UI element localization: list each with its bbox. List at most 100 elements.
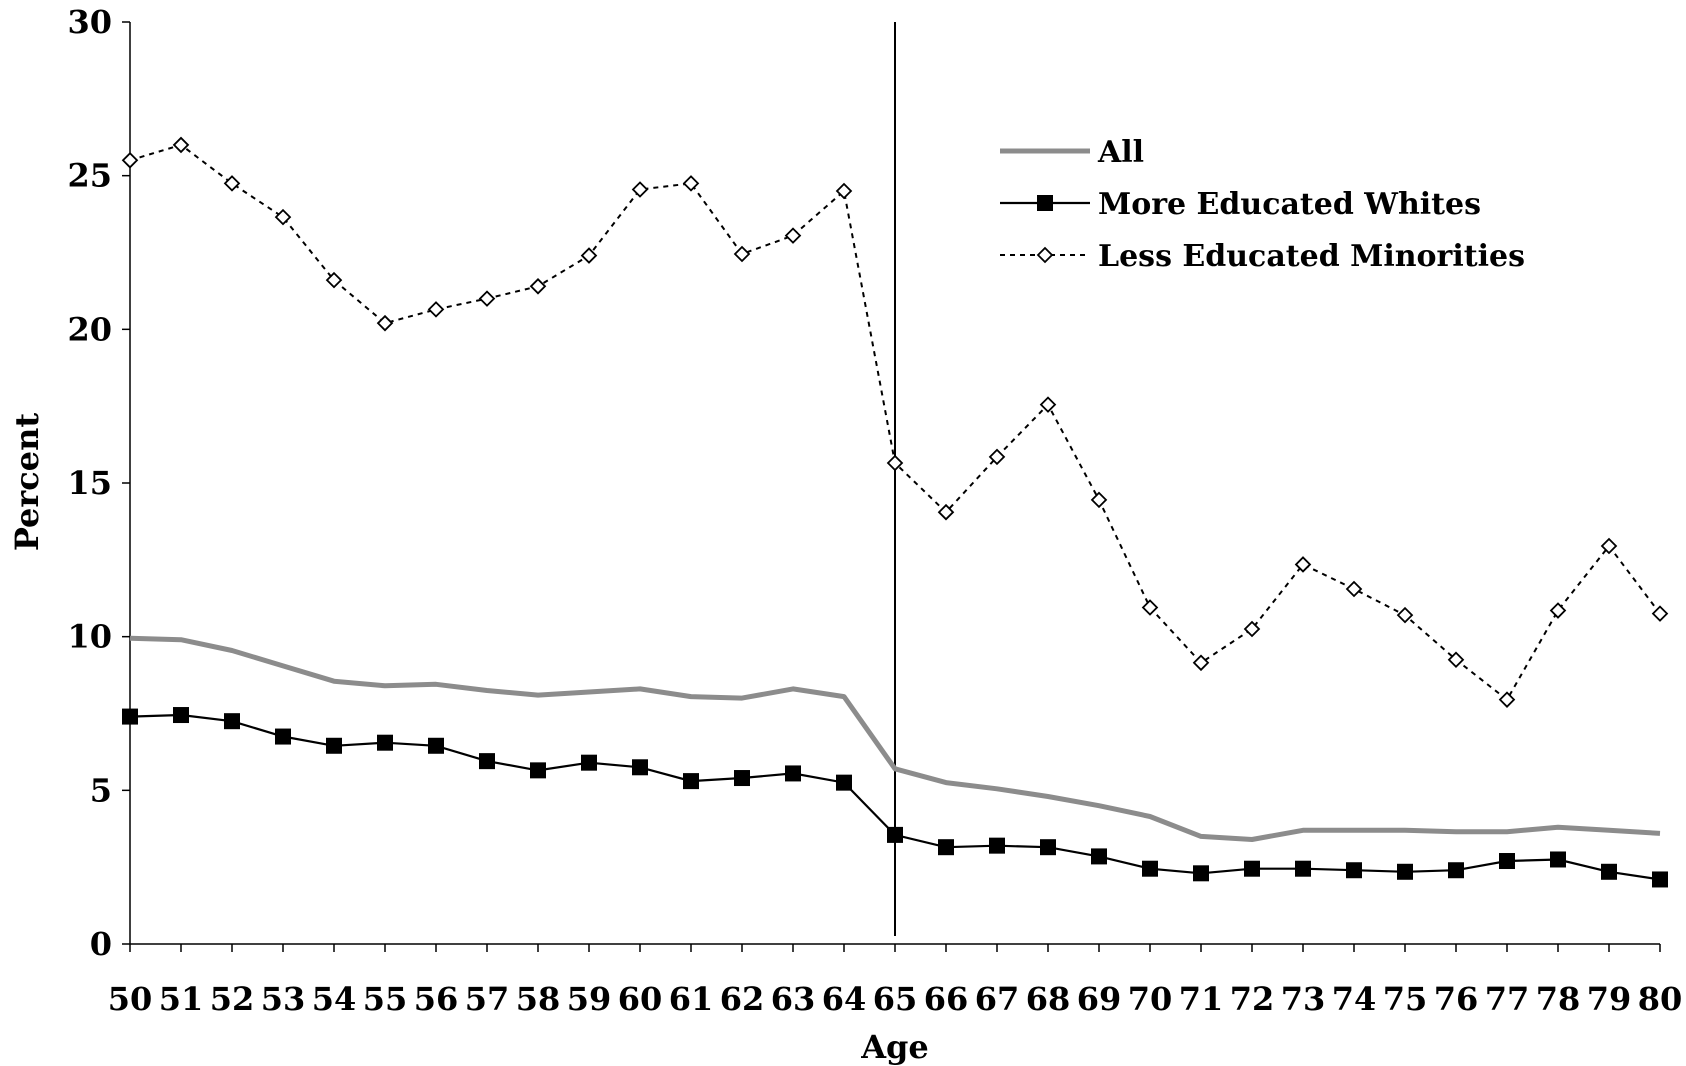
legend-swatch-marker [1037,195,1053,211]
x-tick-label: 78 [1536,980,1581,1018]
x-tick-label: 57 [465,980,510,1018]
x-tick-label: 54 [312,980,357,1018]
data-point [326,737,342,754]
x-axis-label: Age [860,1028,929,1066]
data-point [632,759,648,776]
legend-swatch-marker [1036,246,1054,264]
series-more-educated-whites [122,707,1668,888]
x-tick-label: 74 [1332,980,1377,1018]
data-point [275,728,291,745]
data-point [1346,862,1362,879]
y-tick-label: 20 [67,310,112,348]
data-point [530,762,546,779]
y-tick-label: 30 [67,3,112,41]
x-tick-label: 53 [261,980,306,1018]
data-point [784,227,802,244]
data-point [121,152,139,169]
data-point [682,175,700,192]
data-point [581,754,597,771]
data-point [580,247,598,264]
y-axis-label: Percent [8,413,46,552]
data-point [529,278,547,295]
data-point [1295,860,1311,877]
series-layer [121,136,1669,888]
y-tick-label: 10 [67,618,112,656]
data-point [1141,599,1159,616]
data-point [1091,848,1107,865]
x-tick-label: 61 [669,980,714,1018]
data-point [1090,491,1108,509]
data-point [886,454,904,472]
data-point [733,245,751,263]
data-point [1448,862,1464,879]
data-point [173,707,189,724]
data-point [1550,851,1566,868]
series-all [129,635,1661,842]
x-tick-label: 66 [924,980,969,1018]
data-point [835,182,853,200]
x-tick-label: 75 [1383,980,1428,1018]
legend-label: Less Educated Minorities [1098,239,1525,274]
data-point [836,774,852,791]
data-point [1498,691,1516,708]
x-tick-label: 56 [414,980,459,1018]
data-point [1040,839,1056,856]
data-point [734,770,750,787]
data-point [325,271,343,289]
x-tick-label: 58 [516,980,561,1018]
x-tick-label: 71 [1179,980,1224,1018]
x-tick-label: 64 [822,980,867,1018]
data-point [683,773,699,790]
data-point [172,136,190,154]
data-point [122,708,138,725]
data-point [988,448,1006,466]
x-tick-label: 67 [975,980,1020,1018]
data-point [224,713,240,730]
x-tick-label: 79 [1587,980,1632,1018]
data-point [274,208,292,226]
y-tick-label: 5 [90,771,112,809]
data-point [428,737,444,754]
x-tick-label: 76 [1434,980,1479,1018]
data-point [1244,860,1260,877]
data-point [377,734,393,751]
data-point [1600,537,1618,555]
x-tick-label: 52 [210,980,255,1018]
x-tick-label: 69 [1077,980,1122,1018]
x-tick-label: 62 [720,980,765,1018]
y-tick-label: 25 [67,157,112,195]
x-tick-label: 60 [618,980,663,1018]
data-point [1294,556,1312,573]
axes: 0 5 10 15 20 25 30 50 51 52 53 54 55 56 57 58 59 60 61 62 63… [67,3,1682,1018]
x-tick-label: 63 [771,980,816,1018]
data-point [376,314,394,332]
x-tick-label: 55 [363,980,408,1018]
data-point [478,290,496,307]
legend-label: All [1097,135,1144,170]
x-tick-label: 65 [873,980,918,1018]
data-point [479,753,495,770]
x-tick-label: 51 [159,980,204,1018]
x-tick-label: 59 [567,980,612,1018]
legend-label: More Educated Whites [1098,187,1481,222]
legend-item: Less Educated Minorities [1000,239,1525,274]
data-point [1243,620,1261,638]
legend: All More Educated Whites Less Educated Min… [1000,135,1525,274]
series-less-educated-minorities [121,136,1669,708]
x-tick-label: 77 [1485,980,1530,1018]
data-point [223,175,241,192]
data-point [1396,606,1414,624]
data-point [1499,853,1515,870]
x-tick-label: 73 [1281,980,1326,1018]
y-tick-label: 0 [90,925,112,963]
data-point [1193,865,1209,882]
data-point [1397,863,1413,880]
legend-item: All [1000,135,1144,170]
data-point [1601,863,1617,880]
x-tick-label: 72 [1230,980,1275,1018]
x-tick-label: 80 [1638,980,1683,1018]
data-point [1142,860,1158,877]
data-point [1447,651,1465,668]
y-tick-label: 15 [67,464,112,502]
